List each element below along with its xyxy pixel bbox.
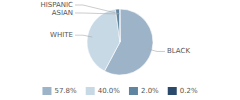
leader-line xyxy=(147,49,165,52)
legend-swatch xyxy=(168,87,177,95)
legend-item: 2.0% xyxy=(129,87,159,95)
legend-label: 2.0% xyxy=(141,87,159,95)
slice-label: WHITE xyxy=(50,31,73,39)
legend-item: 40.0% xyxy=(86,87,121,95)
slice-label: ASIAN xyxy=(52,9,73,17)
leader-line xyxy=(75,13,118,14)
slice-label: HISPANIC xyxy=(40,1,73,9)
labels: BLACK WHITE ASIANHISPANIC xyxy=(40,1,190,55)
legend-label: 40.0% xyxy=(98,87,121,95)
legend-swatch xyxy=(86,87,95,95)
pie-slice xyxy=(87,9,120,71)
legend-label: 57.8% xyxy=(54,87,77,95)
leader-line xyxy=(75,5,120,14)
leader-line xyxy=(75,35,92,37)
slices xyxy=(87,9,153,75)
legend-swatch xyxy=(42,87,51,95)
legend-item: 0.2% xyxy=(168,87,198,95)
legend-swatch xyxy=(129,87,138,95)
legend-item: 57.8% xyxy=(42,87,77,95)
legend-label: 0.2% xyxy=(180,87,198,95)
chart: BLACK WHITE ASIANHISPANIC 57.8% 40.0% 2.0% 0.2… xyxy=(0,0,240,100)
legend: 57.8% 40.0% 2.0% 0.2% xyxy=(42,87,197,95)
slice-label: BLACK xyxy=(167,47,190,55)
